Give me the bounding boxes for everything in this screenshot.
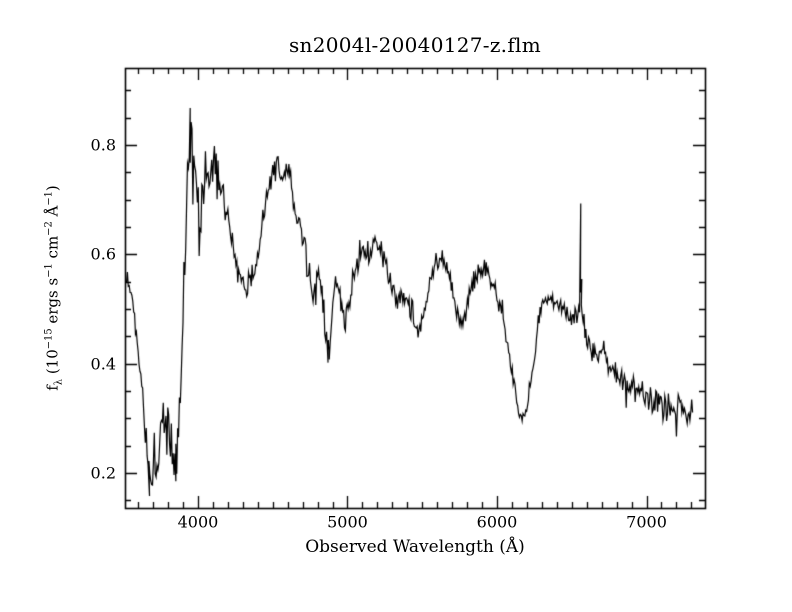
y-axis-title-part: ) xyxy=(43,185,62,192)
y-tick-label: 0.2 xyxy=(90,463,116,483)
plot-title: sn2004l-20040127-z.flm xyxy=(288,33,542,57)
y-axis-title-part: ergs s xyxy=(43,277,62,329)
y-axis-title-part: −1 xyxy=(43,191,55,206)
y-tick-label: 0.4 xyxy=(90,354,116,374)
y-axis-title-part: cm xyxy=(43,235,62,264)
y-axis-title-part: −15 xyxy=(43,328,55,350)
x-tick-label: 7000 xyxy=(626,512,667,532)
y-axis-title-part: (10 xyxy=(43,349,62,379)
y-axis-title-part: −2 xyxy=(43,221,55,236)
x-axis-title: Observed Wavelength (Å) xyxy=(305,537,525,557)
y-axis-title-part: −1 xyxy=(43,263,55,278)
x-tick-label: 6000 xyxy=(476,512,518,532)
x-tick-label: 4000 xyxy=(177,512,219,532)
y-tick-label: 0.8 xyxy=(90,135,116,155)
y-tick-label: 0.6 xyxy=(90,244,116,264)
y-axis-title-part: λ xyxy=(53,378,65,386)
x-tick-label: 5000 xyxy=(327,512,368,532)
y-axis-title-part: f xyxy=(43,385,62,391)
y-axis-title: fλ (10−15 ergs s−1 cm−2 Å−1) xyxy=(44,185,65,391)
y-axis-title-part: Å xyxy=(43,205,62,222)
